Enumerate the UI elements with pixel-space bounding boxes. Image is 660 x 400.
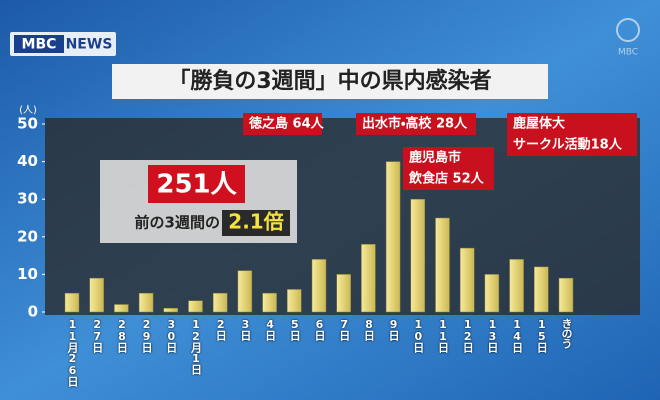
annotation: 鹿児島市 <box>409 150 461 166</box>
logo-mbc: MBC <box>22 37 57 53</box>
x-tick-label: 2日 <box>214 318 228 340</box>
bar <box>237 270 253 313</box>
logo-mbc-box <box>14 35 64 53</box>
x-tick-label: 6日 <box>313 318 326 340</box>
x-tick-label: 15日 <box>535 318 549 352</box>
y-tick-label: 10 <box>17 265 38 283</box>
summary-total: 251人 <box>156 170 237 200</box>
x-tick-label: 13日 <box>485 318 499 352</box>
bar <box>361 244 376 313</box>
annotation: サークル活動18人 <box>513 137 623 153</box>
bar <box>64 292 80 313</box>
annotation-box <box>403 147 494 190</box>
bar <box>212 292 228 313</box>
bar <box>435 217 450 313</box>
summary-ratio: 2.1倍 <box>228 210 283 234</box>
y-axis-label: (人) <box>19 105 37 116</box>
bar <box>509 259 524 313</box>
summary-total-box <box>148 165 245 203</box>
summary-ratio-prefix: 前の3週間の <box>135 214 220 232</box>
y-tick-label: 40 <box>17 152 38 170</box>
bar <box>114 304 129 313</box>
x-tick-label: 14日 <box>510 318 524 352</box>
annotation: 鹿屋体大 <box>513 116 565 132</box>
bar <box>558 277 574 313</box>
x-tick-label: 9日 <box>387 318 401 340</box>
annotation-box <box>356 113 476 135</box>
bar <box>188 300 203 313</box>
bar <box>410 198 426 313</box>
bar <box>459 247 475 313</box>
x-tick-label: 12月1日 <box>189 318 203 374</box>
bar <box>534 266 549 313</box>
bar <box>262 292 277 313</box>
annotation: 徳之島 64人 <box>248 116 325 132</box>
bar <box>385 161 401 313</box>
corner-logo: MBC <box>618 48 638 58</box>
corner-logo-ring <box>616 18 640 42</box>
bar <box>138 292 154 313</box>
x-tick-label: 3日 <box>238 318 252 340</box>
x-tick-label: 29日 <box>140 318 154 352</box>
summary-ratio-box <box>222 210 290 236</box>
logo-news: NEWS <box>66 37 113 53</box>
bar <box>287 289 302 313</box>
bar <box>336 274 351 313</box>
chart-title: 「勝負の3週間」中の県内感染者 <box>168 68 491 94</box>
y-tick-label: 20 <box>17 227 38 245</box>
y-tick-label: 30 <box>17 190 38 208</box>
x-tick-label: 30日 <box>164 318 178 352</box>
y-tick-label: 0 <box>28 303 38 321</box>
x-tick-label: 8日 <box>362 318 376 340</box>
annotation-box <box>507 113 637 156</box>
bar <box>311 259 327 313</box>
x-tick-label: きのう <box>560 318 573 348</box>
x-tick-label: 5日 <box>288 318 302 340</box>
bar <box>163 307 179 313</box>
x-tick-label: 28日 <box>115 318 129 352</box>
annotation: 飲食店 52人 <box>408 171 485 187</box>
title-box <box>112 64 548 99</box>
y-tick-label: 50 <box>17 115 38 133</box>
bar <box>89 277 104 313</box>
annotation: 出水市・高校 28人 <box>362 116 468 132</box>
x-tick-label: 12日 <box>461 318 475 352</box>
x-tick-label: 11日 <box>436 318 450 352</box>
x-tick-label: 4日 <box>263 318 277 340</box>
x-tick-label: 11月26日 <box>66 318 79 386</box>
x-tick-label: 27日 <box>90 318 104 352</box>
bar <box>484 274 500 313</box>
x-tick-label: 10日 <box>411 318 425 352</box>
x-tick-label: 7日 <box>337 318 351 340</box>
annotation-box <box>243 113 322 135</box>
